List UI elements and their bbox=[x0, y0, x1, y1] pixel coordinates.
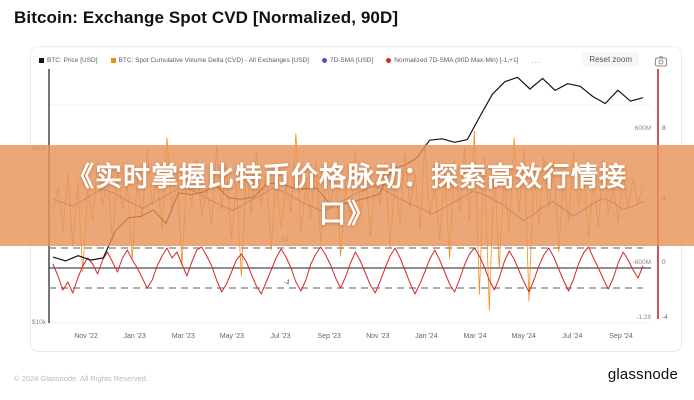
lower-bound-annotation: -1 bbox=[284, 279, 290, 286]
legend-item-2[interactable]: 7D-SMA [USD] bbox=[321, 56, 374, 64]
y-right-last-value: -1.28 bbox=[636, 314, 651, 321]
legend-item-3[interactable]: Normalized 7D-SMA (90D Max-Min) [-1,+1] bbox=[386, 57, 518, 64]
legend-item-1[interactable]: BTC: Spot Cumulative Volume Delta (CVD) … bbox=[110, 56, 309, 64]
x-axis-tick: May '24 bbox=[511, 333, 536, 340]
legend-label: BTC: Spot Cumulative Volume Delta (CVD) … bbox=[118, 56, 309, 64]
legend-more-button[interactable]: ... bbox=[531, 55, 542, 65]
page-title: Bitcoin: Exchange Spot CVD [Normalized, … bbox=[14, 8, 399, 27]
x-axis-tick: Jan '23 bbox=[123, 333, 146, 340]
legend: BTC: Price [USD] BTC: Spot Cumulative Vol… bbox=[39, 53, 571, 67]
y-right-tick-600m: 600M bbox=[634, 125, 651, 132]
promo-overlay: 《实时掌握比特币价格脉动：探索高效行情接 口》 bbox=[0, 145, 694, 246]
x-axis-tick: Nov '23 bbox=[366, 333, 390, 340]
norm-axis-tick-neg4: -4 bbox=[662, 314, 668, 321]
x-axis-tick: Sep '24 bbox=[609, 333, 633, 340]
legend-item-0[interactable]: BTC: Price [USD] bbox=[39, 57, 98, 64]
x-axis-tick: Mar '24 bbox=[463, 333, 487, 340]
promo-text-line2: 口》 bbox=[319, 198, 375, 230]
legend-label: 7D-SMA [USD] bbox=[329, 56, 374, 64]
legend-marker-icon bbox=[386, 57, 392, 63]
x-axis-tick: Mar '23 bbox=[171, 333, 195, 340]
legend-marker-icon bbox=[110, 57, 116, 63]
reset-zoom-button[interactable]: Reset zoom bbox=[582, 52, 639, 67]
glassnode-logo: glassnode bbox=[607, 366, 678, 383]
norm-axis-tick-0: 0 bbox=[662, 259, 666, 266]
legend-label: Normalized 7D-SMA (90D Max-Min) [-1,+1] bbox=[394, 56, 519, 64]
y-right-tick-neg600m: -600M bbox=[632, 259, 651, 266]
camera-icon[interactable] bbox=[655, 54, 667, 67]
x-axis-tick: Jan '24 bbox=[415, 333, 438, 340]
copyright-text: © 2024 Glassnode. All Rights Reserved. bbox=[14, 374, 148, 383]
x-axis-tick: Jul '24 bbox=[562, 333, 583, 340]
promo-text-line1: 《实时掌握比特币价格脉动：探索高效行情接 bbox=[67, 161, 627, 193]
legend-marker-icon bbox=[321, 57, 327, 63]
legend-label: BTC: Price [USD] bbox=[47, 56, 98, 64]
x-axis-tick: Jul '23 bbox=[270, 333, 291, 340]
x-axis-tick: Sep '23 bbox=[317, 333, 341, 340]
x-axis-tick: May '23 bbox=[219, 333, 245, 340]
y-left-tick-10k: $10k bbox=[31, 319, 46, 326]
x-axis-tick: Nov '22 bbox=[74, 333, 98, 340]
norm-axis-tick-8: 8 bbox=[662, 125, 666, 132]
legend-marker-icon bbox=[39, 57, 44, 63]
